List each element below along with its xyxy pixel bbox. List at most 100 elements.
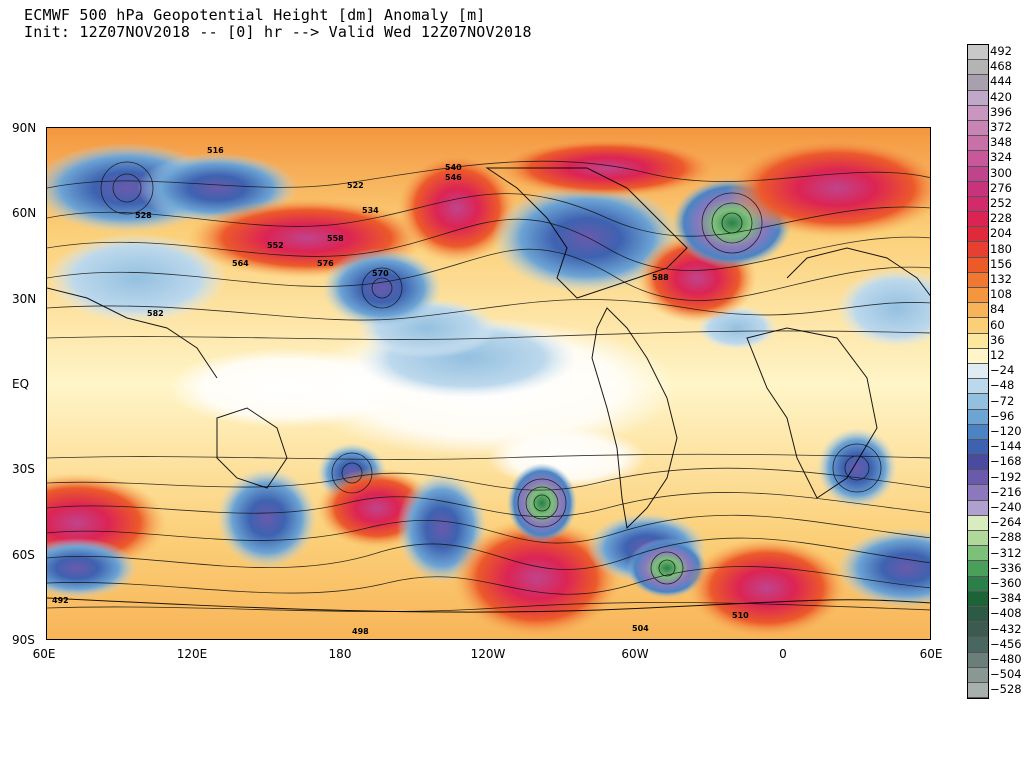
colorbar-swatch <box>968 379 988 395</box>
colorbar-level-label: −384 <box>990 591 1022 606</box>
colorbar-swatch <box>968 455 988 471</box>
lon-label-60w: 60W <box>621 647 649 661</box>
colorbar-swatch <box>968 424 988 440</box>
colorbar-swatch <box>968 576 988 592</box>
lat-label-30n: 30N <box>12 292 37 306</box>
contour-label-540: 540 <box>445 163 462 172</box>
lat-label-90n: 90N <box>12 121 37 135</box>
colorbar-swatch <box>968 45 988 61</box>
contour-label-558: 558 <box>327 234 344 243</box>
colorbar-level-label: 396 <box>990 104 1012 119</box>
colorbar-swatch <box>968 318 988 334</box>
lat-label-60s: 60S <box>12 548 35 562</box>
lon-label-120w: 120W <box>470 647 506 661</box>
colorbar-swatch <box>968 105 988 121</box>
colorbar-level-label: −144 <box>990 439 1022 454</box>
colorbar-level-label: 84 <box>990 302 1005 317</box>
colorbar-level-label: 156 <box>990 256 1012 271</box>
colorbar-level-label: 276 <box>990 180 1012 195</box>
colorbar-level-label: −360 <box>990 576 1022 590</box>
contour-label-522: 522 <box>347 181 364 190</box>
lon-label-0: 0 <box>779 647 787 661</box>
colorbar-swatch <box>968 288 988 304</box>
colorbar-level-label: 468 <box>990 59 1012 74</box>
colorbar-swatch <box>968 622 988 638</box>
colorbar-swatch <box>968 227 988 243</box>
colorbar-swatch <box>968 303 988 319</box>
contour-label-588: 588 <box>652 273 669 282</box>
colorbar-level-label: −240 <box>990 500 1022 514</box>
colorbar-level-label: 180 <box>990 241 1012 256</box>
colorbar-level-label: −264 <box>990 515 1022 530</box>
colorbar-level-label: −96 <box>990 408 1015 423</box>
colorbar-swatch <box>968 151 988 167</box>
colorbar-level-label: 132 <box>990 272 1012 286</box>
colorbar-level-label: 228 <box>990 211 1012 226</box>
contour-label-528: 528 <box>135 211 152 220</box>
colorbar-level-label: −312 <box>990 545 1022 560</box>
lat-label-eq: EQ <box>12 377 30 391</box>
anomaly-map-graphic: 516 522 528 534 540 546 552 558 564 570 … <box>47 128 930 639</box>
colorbar-level-label: 444 <box>990 74 1012 89</box>
lat-label-30s: 30S <box>12 462 35 476</box>
colorbar-swatch <box>968 500 988 516</box>
colorbar-swatch <box>968 531 988 547</box>
colorbar <box>967 44 989 700</box>
colorbar-level-label: 300 <box>990 165 1012 180</box>
colorbar-level-label: 420 <box>990 89 1012 104</box>
colorbar-level-label: 12 <box>990 348 1005 362</box>
colorbar-swatch <box>968 561 988 577</box>
colorbar-swatch <box>968 606 988 623</box>
colorbar-level-label: 372 <box>990 120 1012 134</box>
colorbar-level-label: 348 <box>990 135 1012 150</box>
chart-title-line1: ECMWF 500 hPa Geopotential Height [dm] A… <box>24 6 486 24</box>
colorbar-swatch <box>968 242 988 258</box>
colorbar-swatch <box>968 470 988 486</box>
colorbar-swatch <box>968 136 988 152</box>
colorbar-level-label: −216 <box>990 484 1022 499</box>
colorbar-swatch <box>968 212 988 228</box>
colorbar-level-label: −408 <box>990 606 1022 621</box>
contour-label-546: 546 <box>445 173 462 182</box>
colorbar-swatch <box>968 257 988 273</box>
colorbar-level-label: −24 <box>990 363 1015 378</box>
lon-label-120e: 120E <box>176 647 208 661</box>
colorbar-swatch <box>968 60 988 76</box>
colorbar-swatch <box>968 652 988 668</box>
contour-label-516: 516 <box>207 146 224 155</box>
contour-label-552: 552 <box>267 241 284 250</box>
contour-label-510: 510 <box>732 611 749 620</box>
colorbar-swatch <box>968 485 988 501</box>
colorbar-swatch <box>968 546 988 562</box>
colorbar-swatch <box>968 181 988 197</box>
colorbar-swatch <box>968 90 988 106</box>
lat-label-90s: 90S <box>12 633 35 647</box>
colorbar-swatch <box>968 272 988 288</box>
colorbar-level-label: −168 <box>990 454 1022 469</box>
contour-label-498: 498 <box>352 627 369 636</box>
colorbar-level-label: −48 <box>990 378 1015 393</box>
colorbar-level-label: −432 <box>990 621 1022 636</box>
colorbar-swatch <box>968 166 988 182</box>
colorbar-level-label: 108 <box>990 287 1012 302</box>
colorbar-level-label: −456 <box>990 636 1022 651</box>
colorbar-swatch <box>968 394 988 410</box>
contour-label-582: 582 <box>147 309 164 318</box>
lon-label-60e-left: 60E <box>32 647 56 661</box>
colorbar-swatch <box>968 333 988 349</box>
lon-label-60e-right: 60E <box>919 647 943 661</box>
colorbar-level-label: −72 <box>990 393 1015 408</box>
colorbar-level-label: 36 <box>990 332 1005 347</box>
colorbar-swatch <box>968 515 988 531</box>
colorbar-level-label: 252 <box>990 196 1012 210</box>
colorbar-level-label: 204 <box>990 226 1012 241</box>
colorbar-level-label: −288 <box>990 530 1022 545</box>
colorbar-swatch <box>968 682 988 699</box>
contour-label-492: 492 <box>52 596 69 605</box>
contour-label-504: 504 <box>632 624 649 633</box>
contour-label-534: 534 <box>362 206 379 215</box>
contour-label-576: 576 <box>317 259 334 268</box>
colorbar-swatch <box>968 667 988 683</box>
colorbar-level-label: −504 <box>990 667 1022 682</box>
colorbar-swatch <box>968 363 988 380</box>
